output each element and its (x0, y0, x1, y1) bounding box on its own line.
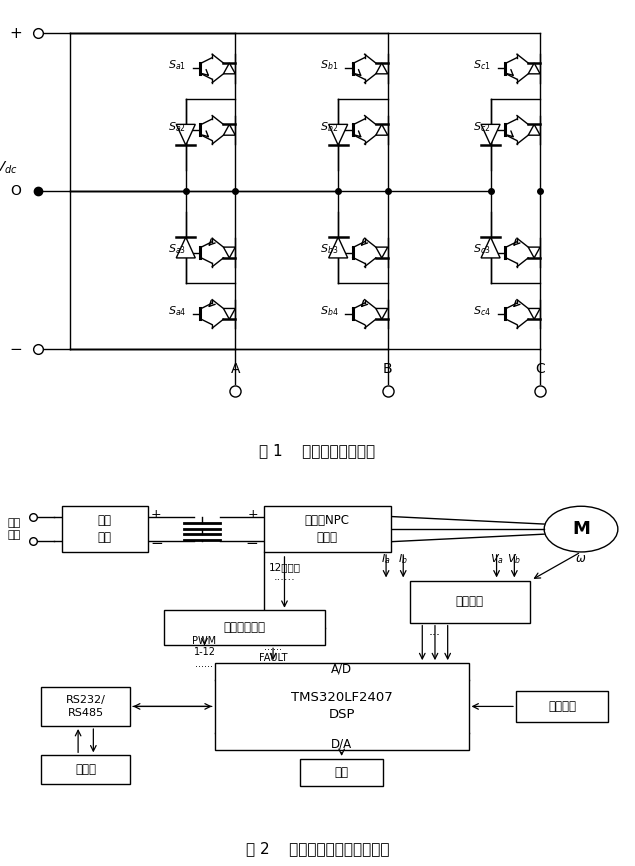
Text: $V_b$: $V_b$ (507, 552, 521, 565)
Text: $\omega$: $\omega$ (575, 552, 587, 565)
Text: $S_{c4}$: $S_{c4}$ (473, 304, 491, 318)
Text: $V_a$: $V_a$ (490, 552, 504, 565)
Text: $S_{a3}$: $S_{a3}$ (168, 242, 186, 256)
Bar (215, 663, 469, 750)
Polygon shape (481, 237, 500, 258)
Text: ...: ... (429, 625, 441, 638)
Text: +: + (150, 508, 161, 521)
Text: −: − (150, 536, 163, 551)
Polygon shape (224, 247, 236, 258)
Text: 12路驱动: 12路驱动 (269, 563, 300, 572)
Text: $S_{b3}$: $S_{b3}$ (320, 242, 338, 256)
Text: +: + (10, 25, 22, 41)
Bar (410, 581, 530, 623)
Text: $V_{dc}$: $V_{dc}$ (0, 159, 18, 176)
Text: −: − (10, 342, 22, 357)
Text: RS232/
RS485: RS232/ RS485 (66, 695, 105, 718)
Text: 图 1    三电平逆变器拓扑: 图 1 三电平逆变器拓扑 (260, 443, 375, 458)
Text: 辅助电源: 辅助电源 (548, 700, 576, 713)
Text: 驱动保护电路: 驱动保护电路 (224, 621, 265, 634)
Text: M: M (572, 520, 590, 538)
Text: $I_a$: $I_a$ (382, 552, 391, 565)
Text: $S_{b2}$: $S_{b2}$ (320, 120, 338, 133)
Polygon shape (528, 247, 540, 258)
Bar (62, 507, 147, 552)
Polygon shape (177, 237, 196, 258)
Text: ......: ...... (274, 572, 295, 582)
Polygon shape (329, 125, 348, 145)
Text: +: + (248, 508, 258, 521)
Bar (41, 755, 130, 784)
Bar (300, 759, 383, 785)
Polygon shape (376, 308, 388, 320)
Text: 图 2    三电平逆变器系统结构图: 图 2 三电平逆变器系统结构图 (246, 841, 389, 856)
Text: 交流
输入: 交流 输入 (8, 519, 20, 540)
Text: TMS320LF2407
DSP: TMS320LF2407 DSP (291, 691, 392, 721)
Text: $S_{a1}$: $S_{a1}$ (168, 58, 186, 72)
Text: PWM
1-12
......: PWM 1-12 ...... (192, 636, 217, 669)
Text: C: C (535, 363, 545, 377)
Polygon shape (224, 125, 236, 135)
Text: B: B (383, 363, 392, 377)
Bar (516, 691, 608, 722)
Text: 三电平NPC
逆变器: 三电平NPC 逆变器 (305, 514, 349, 544)
Polygon shape (376, 247, 388, 258)
Polygon shape (481, 125, 500, 145)
Text: A/D: A/D (331, 662, 352, 675)
Polygon shape (528, 308, 540, 320)
Text: 采样电路: 采样电路 (456, 596, 484, 609)
Text: $S_{a4}$: $S_{a4}$ (168, 304, 186, 318)
Text: −: − (246, 536, 258, 551)
Polygon shape (177, 125, 196, 145)
Polygon shape (329, 237, 348, 258)
Polygon shape (376, 125, 388, 135)
Text: $S_{a2}$: $S_{a2}$ (168, 120, 186, 133)
Text: 上位机: 上位机 (75, 763, 97, 776)
Text: A: A (231, 363, 240, 377)
Text: 不控
整流: 不控 整流 (98, 514, 112, 544)
Polygon shape (528, 63, 540, 74)
Text: $S_{b1}$: $S_{b1}$ (320, 58, 338, 72)
Text: $S_{c1}$: $S_{c1}$ (473, 58, 491, 72)
Text: $S_{c3}$: $S_{c3}$ (473, 242, 491, 256)
Text: $S_{c2}$: $S_{c2}$ (473, 120, 491, 133)
Polygon shape (224, 63, 236, 74)
Text: $I_b$: $I_b$ (398, 552, 408, 565)
Text: D/A: D/A (331, 737, 352, 750)
Bar (264, 507, 391, 552)
Bar (41, 687, 130, 726)
Bar (164, 610, 325, 645)
Text: ......
FAULT: ...... FAULT (259, 642, 287, 663)
Text: $S_{b4}$: $S_{b4}$ (320, 304, 338, 318)
Polygon shape (224, 308, 236, 320)
Text: O: O (10, 184, 22, 198)
Polygon shape (528, 125, 540, 135)
Text: 显示: 显示 (335, 766, 349, 779)
Polygon shape (376, 63, 388, 74)
